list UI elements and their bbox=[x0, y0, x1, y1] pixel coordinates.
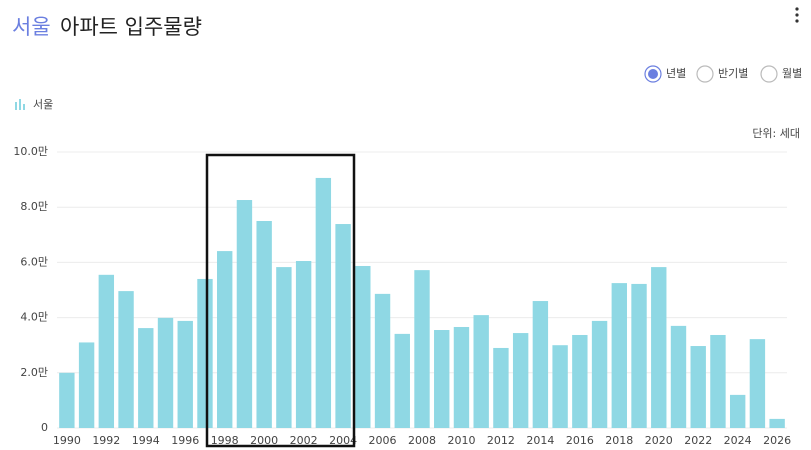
bar bbox=[611, 283, 627, 428]
x-tick-label: 2014 bbox=[526, 434, 554, 447]
bar bbox=[729, 394, 746, 428]
legend-label: 서울 bbox=[33, 98, 53, 111]
y-tick-label: 0 bbox=[41, 421, 48, 434]
chart-title-highlight: 서울 bbox=[12, 15, 51, 39]
bar bbox=[197, 278, 213, 428]
bar bbox=[157, 317, 174, 428]
bar bbox=[710, 334, 726, 428]
bar bbox=[512, 333, 529, 428]
y-tick-label: 10.0만 bbox=[13, 145, 48, 158]
radio-dot bbox=[648, 69, 658, 79]
x-tick-label: 2008 bbox=[408, 434, 436, 447]
bar bbox=[236, 200, 253, 428]
radio-label[interactable]: 월별 bbox=[782, 67, 802, 80]
bar bbox=[374, 293, 391, 428]
bar bbox=[394, 333, 410, 428]
bar bbox=[670, 325, 687, 428]
bar bbox=[177, 320, 193, 428]
bar bbox=[434, 330, 450, 428]
x-tick-label: 1998 bbox=[211, 434, 239, 447]
x-tick-label: 1994 bbox=[132, 434, 160, 447]
bar bbox=[335, 224, 351, 428]
chart-title: 아파트 입주물량 bbox=[60, 15, 202, 39]
bar bbox=[256, 221, 272, 428]
bar bbox=[295, 261, 312, 428]
bar bbox=[276, 267, 292, 428]
x-tick-label: 1992 bbox=[92, 434, 120, 447]
bar bbox=[769, 418, 785, 428]
bar bbox=[749, 339, 766, 428]
bar bbox=[591, 320, 608, 428]
menu-icon[interactable] bbox=[795, 7, 799, 23]
x-tick-label: 2010 bbox=[447, 434, 475, 447]
radio-label[interactable]: 반기별 bbox=[718, 67, 748, 80]
bar bbox=[118, 291, 134, 428]
bar bbox=[138, 328, 154, 428]
legend: 서울 bbox=[15, 98, 53, 111]
unit-label: 단위: 세대 bbox=[752, 127, 800, 140]
radio-button[interactable] bbox=[696, 65, 714, 83]
bar bbox=[493, 347, 509, 428]
bar bbox=[217, 251, 233, 428]
bar bbox=[572, 334, 588, 428]
radio-button[interactable] bbox=[760, 65, 778, 83]
x-tick-label: 1996 bbox=[171, 434, 199, 447]
bar bbox=[98, 274, 115, 428]
x-tick-label: 1990 bbox=[53, 434, 81, 447]
bar bbox=[651, 267, 667, 428]
bar bbox=[414, 270, 430, 428]
x-tick-label: 2022 bbox=[684, 434, 712, 447]
bar bbox=[453, 326, 470, 428]
x-tick-label: 2000 bbox=[250, 434, 278, 447]
bar bbox=[631, 283, 647, 428]
y-tick-label: 2.0만 bbox=[20, 366, 48, 379]
x-tick-label: 2004 bbox=[329, 434, 357, 447]
highlight-box bbox=[205, 153, 356, 448]
x-tick-label: 2006 bbox=[369, 434, 397, 447]
bar bbox=[315, 177, 332, 428]
bar bbox=[690, 346, 706, 428]
x-tick-label: 2026 bbox=[763, 434, 791, 447]
y-tick-label: 4.0만 bbox=[20, 311, 48, 324]
x-tick-label: 2002 bbox=[290, 434, 318, 447]
x-tick-label: 2012 bbox=[487, 434, 515, 447]
bar bbox=[59, 372, 75, 428]
bar bbox=[78, 342, 95, 428]
x-tick-label: 2016 bbox=[566, 434, 594, 447]
bar bbox=[355, 265, 371, 428]
bar bbox=[473, 315, 489, 428]
x-tick-label: 2018 bbox=[605, 434, 633, 447]
bar bbox=[532, 301, 549, 428]
bar bbox=[552, 345, 568, 428]
x-tick-label: 2024 bbox=[724, 434, 752, 447]
radio-label[interactable]: 년별 bbox=[666, 67, 686, 80]
x-tick-label: 2020 bbox=[645, 434, 673, 447]
y-tick-label: 8.0만 bbox=[20, 200, 48, 213]
y-tick-label: 6.0만 bbox=[20, 255, 48, 268]
